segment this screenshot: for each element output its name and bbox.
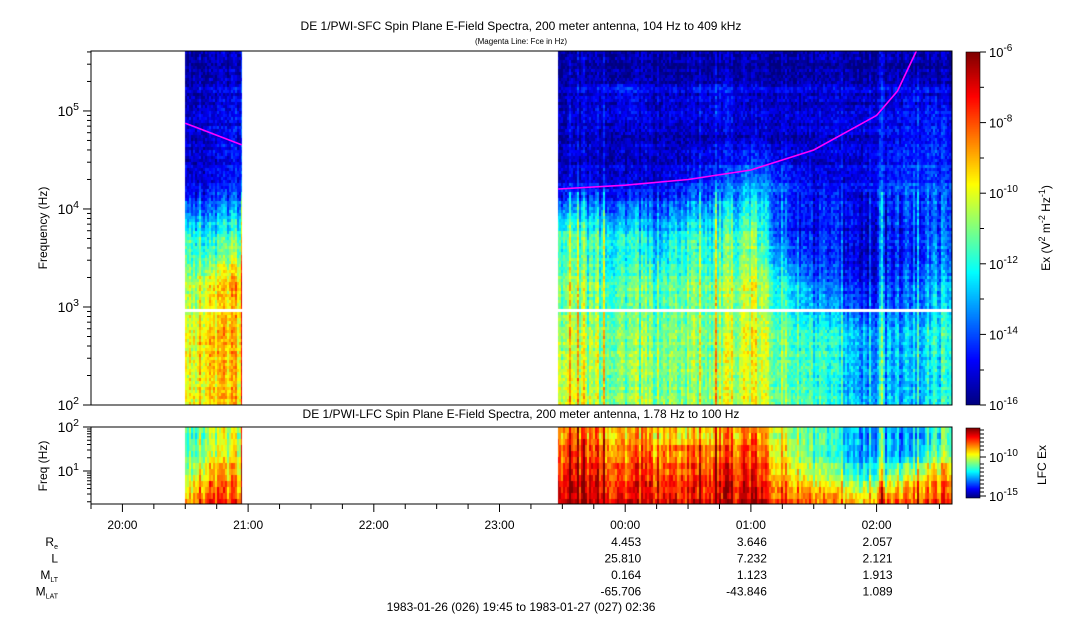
lfc-title: DE 1/PWI-LFC Spin Plane E-Field Spectra,… bbox=[303, 407, 740, 421]
ephemeris-value: 2.121 bbox=[863, 552, 893, 566]
lfc-colorbar bbox=[966, 428, 980, 498]
time-label: 20:00 bbox=[107, 518, 137, 532]
lfc-y-tick-label: 102 bbox=[58, 417, 80, 435]
colorbar-label-part: -2 bbox=[1037, 215, 1047, 223]
lfc-cb-tick-label: 10-10 bbox=[989, 448, 1018, 465]
sfc-cb-tick-label: 10-12 bbox=[989, 255, 1018, 272]
sfc-cb-tick-label: 10-10 bbox=[989, 184, 1018, 201]
ephemeris-value: -65.706 bbox=[600, 585, 641, 599]
sfc-y-tick-label: 102 bbox=[58, 395, 80, 413]
colorbar-label-part: Hz bbox=[1039, 197, 1053, 215]
ephemeris-row-label: MLT bbox=[40, 568, 58, 584]
sfc-title: DE 1/PWI-SFC Spin Plane E-Field Spectra,… bbox=[301, 19, 742, 33]
time-label: 00:00 bbox=[610, 518, 640, 532]
sfc-y-tick-label: 103 bbox=[58, 297, 80, 315]
time-label: 01:00 bbox=[736, 518, 766, 532]
sfc-cb-tick-label: 10-6 bbox=[989, 43, 1013, 60]
lfc-ylabel: Freq (Hz) bbox=[36, 441, 50, 492]
ephemeris-value: 25.810 bbox=[604, 552, 641, 566]
sfc-colorbar bbox=[966, 52, 980, 405]
sfc-plot-frame bbox=[90, 50, 953, 406]
ephemeris-value: 4.453 bbox=[611, 535, 641, 549]
date-range-label: 1983-01-26 (026) 19:45 to 1983-01-27 (02… bbox=[387, 600, 656, 614]
ephemeris-value: 1.913 bbox=[863, 568, 893, 582]
sfc-y-tick-label: 105 bbox=[58, 101, 80, 119]
sfc-colorbar-label: Ex (V2 m-2 Hz-1) bbox=[1037, 185, 1053, 271]
time-label: 22:00 bbox=[359, 518, 389, 532]
colorbar-label-part: Ex (V bbox=[1039, 242, 1053, 271]
ephemeris-row-label: Re bbox=[45, 535, 58, 551]
sfc-ylabel: Frequency (Hz) bbox=[36, 187, 50, 270]
lfc-plot-frame bbox=[90, 426, 953, 505]
time-label: 02:00 bbox=[862, 518, 892, 532]
lfc-cb-tick-label: 10-15 bbox=[989, 487, 1018, 504]
colorbar-label-part: -1 bbox=[1037, 189, 1047, 197]
ephemeris-value: 2.057 bbox=[863, 535, 893, 549]
ephemeris-row-label: MLAT bbox=[36, 585, 59, 601]
ephemeris-value: 7.232 bbox=[737, 552, 767, 566]
fce-line-segment-1 bbox=[558, 50, 918, 190]
sfc-cb-tick-label: 10-14 bbox=[989, 325, 1018, 342]
lfc-spectrogram-heatmap bbox=[91, 427, 952, 504]
lfc-y-tick-label: 101 bbox=[58, 461, 80, 479]
fce-line-segment-0 bbox=[185, 122, 243, 146]
sfc-cb-tick-label: 10-16 bbox=[989, 396, 1018, 413]
colorbar-label-part: 2 bbox=[1037, 237, 1047, 242]
time-label: 23:00 bbox=[484, 518, 514, 532]
ephemeris-value: 1.089 bbox=[863, 585, 893, 599]
colorbar-label-part: ) bbox=[1039, 185, 1053, 189]
ephemeris-value: 0.164 bbox=[611, 568, 641, 582]
sfc-subtitle: (Magenta Line: Fce in Hz) bbox=[475, 37, 567, 46]
time-label: 21:00 bbox=[233, 518, 263, 532]
ephemeris-value: 3.646 bbox=[737, 535, 767, 549]
sfc-y-tick-label: 104 bbox=[58, 199, 80, 217]
ephemeris-row-label: L bbox=[51, 552, 58, 566]
ephemeris-value: -43.846 bbox=[726, 585, 767, 599]
sfc-cb-tick-label: 10-8 bbox=[989, 114, 1013, 131]
ephemeris-value: 1.123 bbox=[737, 568, 767, 582]
lfc-cb-frame bbox=[965, 427, 981, 499]
lfc-colorbar-label: LFC Ex bbox=[1035, 445, 1049, 485]
sfc-cb-frame bbox=[965, 51, 981, 406]
sfc-spectrogram-heatmap bbox=[91, 51, 952, 405]
colorbar-label-part: m bbox=[1039, 223, 1053, 236]
